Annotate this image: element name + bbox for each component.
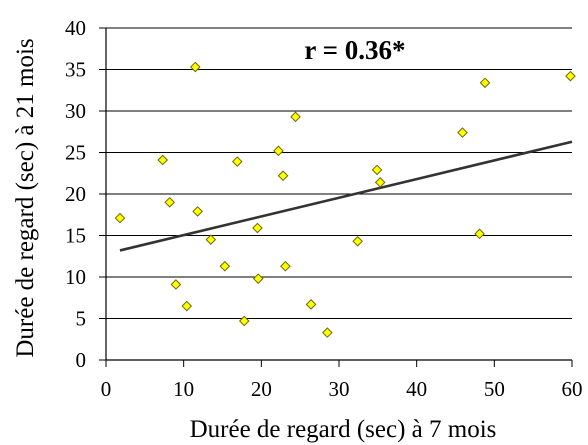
data-point: [181, 300, 193, 312]
x-tick-label: 0: [101, 377, 112, 401]
x-tick-label: 10: [173, 377, 194, 401]
data-point: [192, 206, 203, 217]
data-point: [305, 299, 317, 310]
y-tick-label: 10: [65, 265, 86, 289]
data-point: [170, 279, 182, 290]
data-point: [252, 222, 263, 234]
x-tick-labels: 0 10 20 30 40 50 60: [101, 377, 583, 401]
data-point: [457, 127, 468, 138]
data-point: [322, 327, 333, 338]
data-point: [157, 154, 169, 166]
data-point: [238, 315, 250, 327]
axes: [99, 27, 573, 367]
y-tick-label: 35: [65, 58, 86, 82]
x-tick-label: 60: [562, 377, 583, 401]
data-point: [474, 228, 485, 240]
data-point: [371, 164, 383, 176]
gridlines: [106, 27, 572, 319]
data-point: [231, 156, 243, 167]
data-point: [273, 145, 284, 157]
data-point: [190, 61, 201, 73]
x-tick-label: 50: [484, 377, 505, 401]
x-tick-label: 40: [406, 377, 427, 401]
correlation-annotation: r = 0.36*: [304, 35, 405, 65]
y-tick-labels: 0 5 10 15 20 25 30 35 40: [65, 16, 86, 372]
data-point: [205, 234, 217, 245]
y-axis-label: Durée de regard (sec) à 21 mois: [12, 38, 39, 357]
data-point: [479, 77, 491, 89]
x-tick-label: 30: [329, 377, 350, 401]
y-tick-label: 5: [76, 307, 87, 331]
x-axis-label: Durée de regard (sec) à 7 mois: [190, 416, 497, 443]
data-point: [219, 260, 231, 272]
y-tick-label: 40: [65, 16, 86, 40]
y-tick-label: 15: [65, 224, 86, 248]
data-points: [114, 61, 576, 338]
data-point: [114, 212, 126, 224]
data-point: [374, 177, 386, 188]
x-tick-label: 20: [251, 377, 272, 401]
data-point: [280, 260, 291, 272]
data-point: [277, 170, 289, 182]
trendline: [119, 140, 573, 252]
trendline-group: [119, 140, 573, 252]
data-point: [565, 70, 576, 82]
y-tick-label: 30: [65, 99, 86, 123]
y-tick-label: 20: [65, 182, 86, 206]
y-tick-label: 0: [76, 348, 87, 372]
data-point: [252, 273, 264, 284]
y-tick-label: 25: [65, 141, 86, 165]
data-point: [290, 111, 301, 123]
data-point: [164, 196, 175, 208]
data-point: [352, 236, 363, 247]
